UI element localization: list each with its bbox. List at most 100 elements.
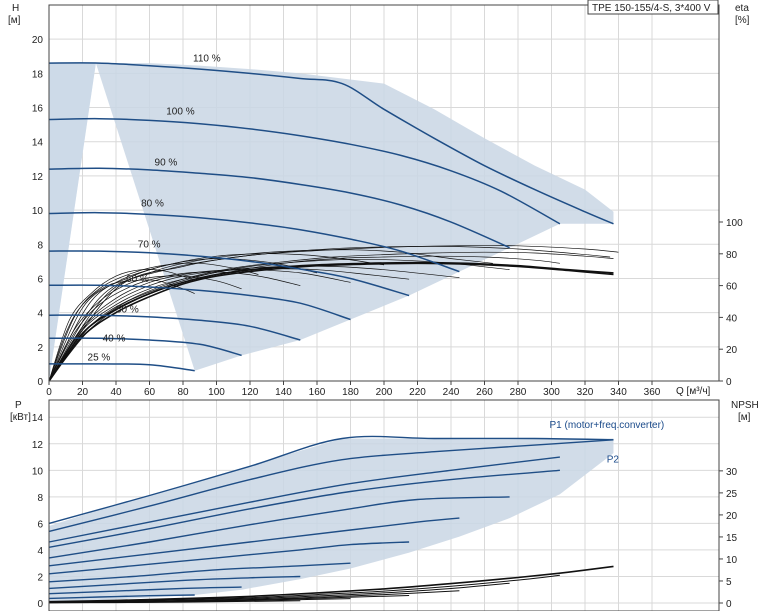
- npsh-curve: [48, 565, 614, 603]
- eta-axis-unit: [%]: [735, 15, 750, 26]
- npsh-tick-label: 25: [726, 489, 738, 500]
- power-curve: [48, 541, 410, 575]
- head-tick-label: 16: [32, 104, 44, 115]
- speed-curves: [48, 62, 614, 372]
- power-tick-label: 8: [37, 493, 43, 504]
- speed-curve: [48, 337, 242, 357]
- eta-tick-label: 100: [726, 218, 743, 229]
- efficiency-curve: [48, 262, 259, 382]
- x-tick-label: 140: [275, 387, 292, 398]
- power-axis-unit: [кВт]: [10, 412, 31, 423]
- x-tick-label: 180: [342, 387, 359, 398]
- x-tick-label: 300: [543, 387, 560, 398]
- head-tick-label: 4: [37, 309, 43, 320]
- speed-curve: [48, 167, 510, 249]
- npsh-axis-label: NPSH: [731, 400, 759, 411]
- power-tick-label: 6: [37, 519, 43, 530]
- power-curve: [48, 435, 614, 525]
- speed-curve: [48, 314, 301, 341]
- npsh-axis-unit: [м]: [738, 412, 751, 423]
- power-envelope: [49, 438, 614, 603]
- head-tick-label: 0: [37, 377, 43, 388]
- power-curve: [48, 469, 560, 548]
- efficiency-curve: [48, 255, 560, 382]
- flow-axis-label: Q [м³/ч]: [676, 386, 711, 397]
- speed-curve-label: 80 %: [141, 199, 164, 210]
- power-tick-label: 2: [37, 572, 43, 583]
- head-tick-label: 18: [32, 69, 44, 80]
- head-tick-label: 20: [32, 35, 44, 46]
- head-tick-label: 8: [37, 240, 43, 251]
- x-tick-label: 220: [409, 387, 426, 398]
- head-envelope: [49, 63, 614, 381]
- head-tick-label: 10: [32, 206, 44, 217]
- power-curve: [48, 575, 301, 590]
- efficiency-curve: [48, 258, 510, 382]
- power-chart-ticks: 0 2 4 6 8 10 12 14 0 5 10 15 20 25 30: [32, 413, 738, 610]
- eta-tick-label: 20: [726, 345, 738, 356]
- power-operating-envelope: [49, 438, 614, 603]
- efficiency-curve: [48, 268, 410, 382]
- efficiency-curve: [48, 245, 619, 382]
- x-tick-label: 20: [77, 387, 89, 398]
- power-curve: [48, 562, 351, 583]
- speed-curve-label: 60 %: [126, 274, 149, 285]
- head-axis-label: H: [12, 3, 19, 14]
- speed-curve: [48, 62, 614, 225]
- power-axis-label: P: [15, 400, 22, 411]
- power-tick-label: 4: [37, 546, 43, 557]
- x-tick-label: 80: [177, 387, 189, 398]
- speed-curve-label: 70 %: [138, 240, 161, 251]
- speed-curve-label: 40 %: [103, 334, 126, 345]
- eta-axis-label: eta: [735, 3, 749, 14]
- speed-curve: [48, 284, 351, 321]
- speed-curve-label: 50 %: [116, 305, 139, 316]
- speed-curve: [48, 250, 410, 297]
- power-curve: [48, 586, 242, 595]
- efficiency-curves: [48, 245, 619, 382]
- speed-curve-label: 110 %: [193, 53, 221, 64]
- speed-curve: [48, 363, 195, 372]
- power-curves: [48, 435, 614, 600]
- efficiency-curve: [48, 249, 493, 382]
- power-series-label: P1 (motor+freq.converter): [550, 420, 665, 431]
- head-chart-ticks: 0 20 40 60 80 100 120 140 160 180 200 220 240 260 280 3…: [32, 35, 743, 398]
- x-tick-label: 320: [577, 387, 594, 398]
- head-tick-label: 14: [32, 138, 44, 149]
- power-curve: [48, 456, 560, 543]
- head-operating-envelope: [49, 63, 614, 381]
- npsh-curve: [48, 574, 560, 603]
- x-tick-label: 40: [110, 387, 122, 398]
- x-tick-label: 360: [644, 387, 661, 398]
- speed-curve: [48, 117, 561, 225]
- power-tick-label: 0: [37, 599, 43, 610]
- power-tick-label: 12: [32, 440, 44, 451]
- x-tick-label: 160: [309, 387, 326, 398]
- power-curve: [48, 517, 460, 567]
- x-tick-label: 280: [510, 387, 527, 398]
- npsh-curve: [48, 600, 301, 604]
- x-tick-label: 340: [610, 387, 627, 398]
- head-tick-label: 2: [37, 343, 43, 354]
- x-tick-label: 260: [476, 387, 493, 398]
- npsh-tick-label: 10: [726, 555, 738, 566]
- power-tick-label: 14: [32, 413, 44, 424]
- x-tick-label: 0: [46, 387, 52, 398]
- npsh-curves: [48, 565, 614, 604]
- x-tick-label: 240: [443, 387, 460, 398]
- efficiency-curve: [48, 269, 192, 382]
- x-tick-label: 100: [208, 387, 225, 398]
- npsh-tick-label: 5: [726, 577, 732, 588]
- npsh-tick-label: 30: [726, 467, 738, 478]
- npsh-tick-label: 0: [726, 599, 732, 610]
- speed-curve: [48, 211, 460, 273]
- head-tick-label: 12: [32, 172, 44, 183]
- efficiency-curve: [48, 258, 318, 382]
- power-series-label: P2: [607, 455, 620, 466]
- head-axis-unit: [м]: [8, 15, 21, 26]
- power-tick-label: 10: [32, 466, 44, 477]
- x-tick-label: 120: [242, 387, 259, 398]
- power-series-labels: P1 (motor+freq.converter) P2: [550, 420, 665, 465]
- eta-tick-label: 40: [726, 313, 738, 324]
